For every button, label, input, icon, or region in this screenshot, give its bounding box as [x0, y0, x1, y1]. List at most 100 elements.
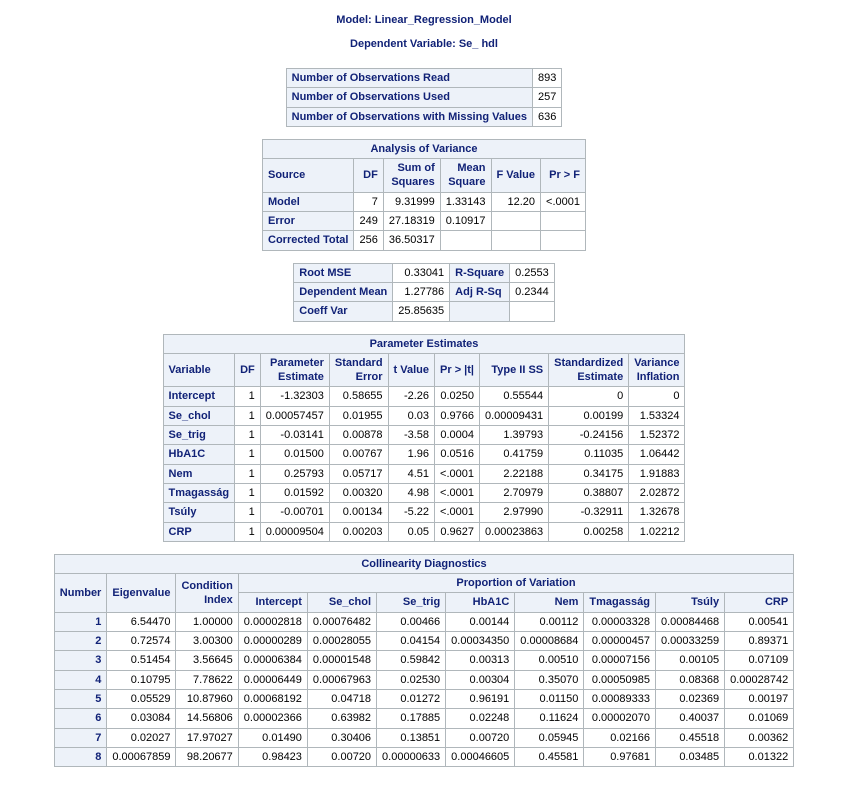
anova-cell: [491, 231, 541, 250]
collin-number: 5: [54, 689, 107, 708]
param-cell: -0.32911: [549, 503, 629, 522]
param-cell: -1.32303: [260, 387, 329, 406]
param-cell: 1: [235, 406, 261, 425]
param-cell: <.0001: [435, 503, 480, 522]
param-col: VarianceInflation: [629, 353, 685, 387]
anova-col: Source: [263, 159, 354, 193]
collin-cell: 0.00001548: [307, 651, 376, 670]
collin-cell: 0.00510: [515, 651, 584, 670]
param-var: Tmagasság: [163, 483, 235, 502]
collin-cell: 0.00000289: [238, 632, 307, 651]
collin-subcol: Intercept: [238, 593, 307, 612]
collin-cell: 0.00028055: [307, 632, 376, 651]
collin-cell: 0.00067859: [107, 747, 176, 766]
collin-cell: 7.78622: [176, 670, 238, 689]
param-title: Parameter Estimates: [163, 334, 685, 353]
collin-cell: 0.17885: [377, 709, 446, 728]
param-cell: 0.00057457: [260, 406, 329, 425]
anova-col: MeanSquare: [440, 159, 491, 193]
anova-cell: 9.31999: [383, 192, 440, 211]
collin-cell: 0.00313: [446, 651, 515, 670]
param-cell: 2.02872: [629, 483, 685, 502]
collin-cell: 0.02027: [107, 728, 176, 747]
collin-cell: 0.13851: [377, 728, 446, 747]
param-cell: 1.39793: [480, 426, 549, 445]
anova-cell: <.0001: [541, 192, 586, 211]
obs-label: Number of Observations Read: [286, 69, 532, 88]
param-cell: 0.55544: [480, 387, 549, 406]
collin-cell: 0.00105: [655, 651, 724, 670]
param-cell: 0.0516: [435, 445, 480, 464]
param-cell: 0: [549, 387, 629, 406]
anova-cell: 12.20: [491, 192, 541, 211]
obs-label: Number of Observations with Missing Valu…: [286, 107, 532, 126]
collin-cell: 0.00050985: [584, 670, 656, 689]
collin-cell: 0.98423: [238, 747, 307, 766]
collin-number: 4: [54, 670, 107, 689]
anova-cell: 1.33143: [440, 192, 491, 211]
collin-cell: 0.01272: [377, 689, 446, 708]
collin-cell: 0.00466: [377, 612, 446, 631]
param-cell: 4.51: [388, 464, 434, 483]
param-cell: <.0001: [435, 483, 480, 502]
anova-table: Analysis of VarianceSourceDFSum ofSquare…: [262, 139, 586, 251]
collin-cell: 0.08368: [655, 670, 724, 689]
collin-prop-label: Proportion of Variation: [238, 574, 793, 593]
collin-cell: 0.00720: [307, 747, 376, 766]
collin-cell: 3.56645: [176, 651, 238, 670]
rsquare-value: 0.2553: [510, 263, 555, 282]
param-cell: 1.53324: [629, 406, 685, 425]
collin-cell: 0.45518: [655, 728, 724, 747]
param-cell: 0.38807: [549, 483, 629, 502]
collin-col: ConditionIndex: [176, 574, 238, 613]
param-cell: 1.96: [388, 445, 434, 464]
param-var: HbA1C: [163, 445, 235, 464]
param-col: Pr > |t|: [435, 353, 480, 387]
collin-cell: 0.01322: [725, 747, 794, 766]
depvar-title: Dependent Variable: Se_ hdl: [0, 38, 848, 50]
blank-label: [450, 302, 510, 321]
collin-cell: 0.00002818: [238, 612, 307, 631]
collin-cell: 0.00720: [446, 728, 515, 747]
collin-number: 1: [54, 612, 107, 631]
collin-cell: 14.56806: [176, 709, 238, 728]
collin-cell: 1.00000: [176, 612, 238, 631]
collin-cell: 0.02369: [655, 689, 724, 708]
param-cell: 0.00199: [549, 406, 629, 425]
anova-cell: 0.10917: [440, 212, 491, 231]
param-cell: 0: [629, 387, 685, 406]
anova-col: Pr > F: [541, 159, 586, 193]
anova-col: Sum ofSquares: [383, 159, 440, 193]
param-cell: 0.01592: [260, 483, 329, 502]
obs-value: 636: [532, 107, 561, 126]
collin-subcol: HbA1C: [446, 593, 515, 612]
param-cell: 0.05: [388, 522, 434, 541]
collin-cell: 0.00084468: [655, 612, 724, 631]
collin-number: 2: [54, 632, 107, 651]
collin-cell: 0.89371: [725, 632, 794, 651]
param-var: Se_trig: [163, 426, 235, 445]
anova-cell: 36.50317: [383, 231, 440, 250]
param-cell: -0.00701: [260, 503, 329, 522]
collin-cell: 0.00006384: [238, 651, 307, 670]
param-cell: 1: [235, 464, 261, 483]
observations-table: Number of Observations Read893Number of …: [286, 68, 563, 127]
depmean-value: 1.27786: [393, 282, 450, 301]
param-cell: 0.58655: [329, 387, 388, 406]
param-cell: 0.00203: [329, 522, 388, 541]
param-cell: 2.97990: [480, 503, 549, 522]
collin-cell: 0.72574: [107, 632, 176, 651]
collin-number: 6: [54, 709, 107, 728]
collin-number: 8: [54, 747, 107, 766]
param-col: t Value: [388, 353, 434, 387]
collin-subcol: Tsúly: [655, 593, 724, 612]
rootmse-value: 0.33041: [393, 263, 450, 282]
collin-cell: 0.00000633: [377, 747, 446, 766]
collin-cell: 0.00046605: [446, 747, 515, 766]
param-col: StandardizedEstimate: [549, 353, 629, 387]
collin-cell: 0.00144: [446, 612, 515, 631]
coeffvar-value: 25.85635: [393, 302, 450, 321]
param-cell: -0.24156: [549, 426, 629, 445]
collin-cell: 0.97681: [584, 747, 656, 766]
param-cell: 0.25793: [260, 464, 329, 483]
